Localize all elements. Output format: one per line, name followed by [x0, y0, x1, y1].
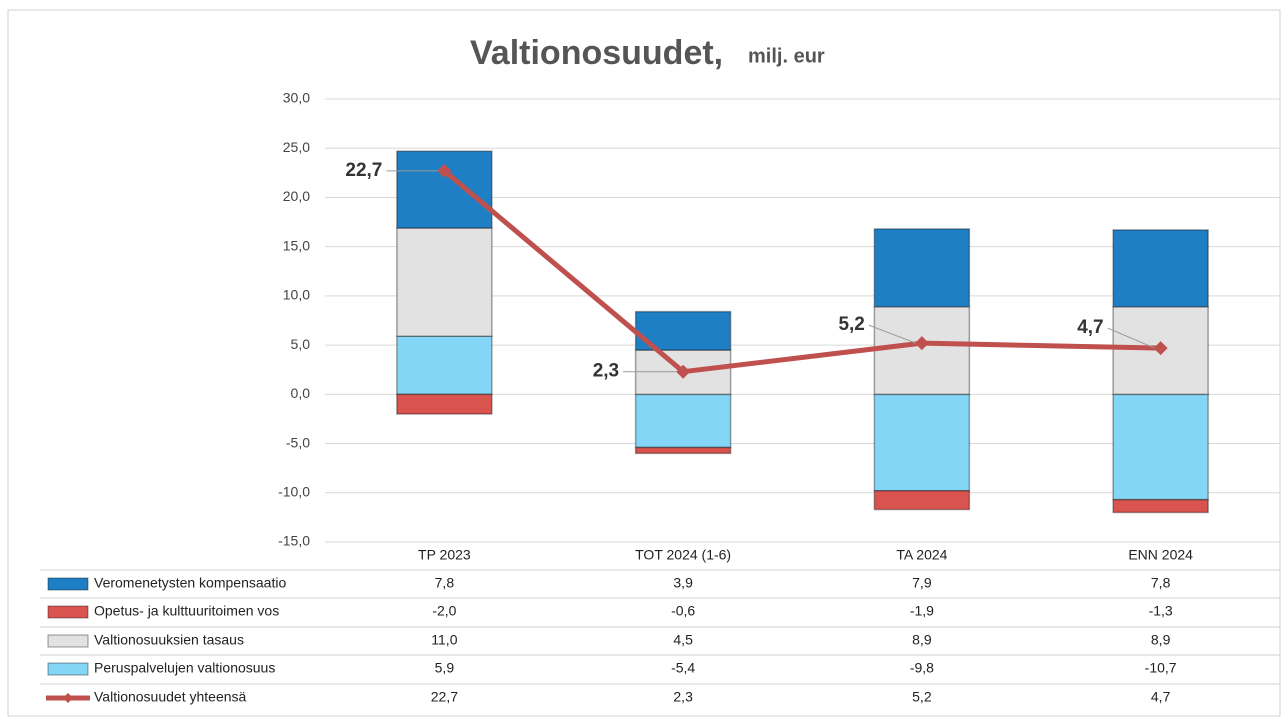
bar-segment — [873, 305, 971, 396]
table-cell: 8,9 — [1151, 632, 1171, 648]
y-tick-label: 0,0 — [291, 385, 311, 401]
table-cell: -2,0 — [432, 603, 456, 619]
leader-line — [1107, 327, 1155, 349]
x-tick-label: ENN 2024 — [1128, 547, 1193, 563]
legend-label: Peruspalvelujen valtionosuus — [94, 660, 275, 676]
table-cell: 2,3 — [673, 689, 693, 705]
bar-segment — [1112, 229, 1209, 308]
x-tick-label: TOT 2024 (1-6) — [635, 547, 731, 563]
table-cell: 3,9 — [673, 575, 693, 591]
y-tick-label: 15,0 — [283, 237, 310, 253]
legend-label: Valtionosuudet yhteensä — [94, 689, 247, 705]
bar-segment — [634, 446, 732, 455]
table-cell: -0,6 — [671, 603, 695, 619]
data-label: 22,7 — [345, 160, 382, 181]
bar-segment — [396, 150, 493, 229]
bar-segment — [396, 227, 493, 338]
y-tick-label: -15,0 — [278, 533, 310, 549]
table-cell: 7,8 — [1151, 575, 1171, 591]
leader-line — [868, 324, 917, 344]
x-tick-label: TA 2024 — [896, 547, 947, 563]
line-marker — [914, 336, 929, 351]
table-cell: 7,9 — [912, 575, 932, 591]
data-label: 2,3 — [593, 361, 619, 382]
legend-key — [47, 605, 89, 619]
total-line — [442, 168, 1161, 375]
bar-segment — [873, 490, 971, 511]
table-cell: 4,7 — [1151, 689, 1171, 705]
y-tick-label: -5,0 — [286, 434, 310, 450]
y-tick-label: 30,0 — [283, 90, 310, 106]
legend-key — [47, 662, 89, 676]
legend-label: Valtionosuuksien tasaus — [94, 632, 244, 648]
x-tick-label: TP 2023 — [418, 547, 471, 563]
table-cell: 5,2 — [912, 689, 932, 705]
y-tick-label: 10,0 — [283, 287, 310, 303]
bar-segment — [396, 335, 493, 396]
y-tick-label: 5,0 — [291, 336, 311, 352]
table-cell: -5,4 — [671, 660, 695, 676]
table-cell: -9,8 — [910, 660, 934, 676]
legend-label: Veromenetysten kompensaatio — [94, 575, 286, 591]
legend-key — [47, 577, 89, 591]
line-marker — [437, 163, 452, 178]
bar-segment — [634, 393, 732, 449]
table-cell: 7,8 — [435, 575, 455, 591]
table-cell: -1,3 — [1149, 603, 1173, 619]
data-label: 4,7 — [1077, 317, 1103, 338]
y-tick-label: -10,0 — [278, 483, 310, 499]
table-cell: 22,7 — [431, 689, 458, 705]
bar-segment — [873, 393, 971, 492]
table-cell: 11,0 — [431, 632, 457, 648]
table-cell: -10,7 — [1145, 660, 1177, 676]
table-cell: 5,9 — [435, 660, 455, 676]
legend-key — [47, 634, 89, 648]
line-marker — [1153, 341, 1168, 356]
bar-segment — [873, 228, 971, 308]
line-marker — [676, 364, 691, 379]
bar-segment — [1112, 393, 1209, 501]
table-cell: 8,9 — [912, 632, 932, 648]
data-label: 5,2 — [838, 314, 864, 335]
bar-segment — [1112, 498, 1209, 514]
bar-segment — [396, 393, 493, 415]
y-tick-label: 25,0 — [283, 139, 310, 155]
chart-subtitle: milj. eur — [748, 45, 825, 67]
chart-title: Valtionosuudet, — [470, 34, 723, 72]
y-tick-label: 20,0 — [283, 188, 310, 204]
legend-key-marker — [63, 693, 73, 703]
table-cell: -1,9 — [910, 603, 934, 619]
table-cell: 4,5 — [673, 632, 693, 648]
legend-label: Opetus- ja kulttuuritoimen vos — [94, 603, 279, 619]
